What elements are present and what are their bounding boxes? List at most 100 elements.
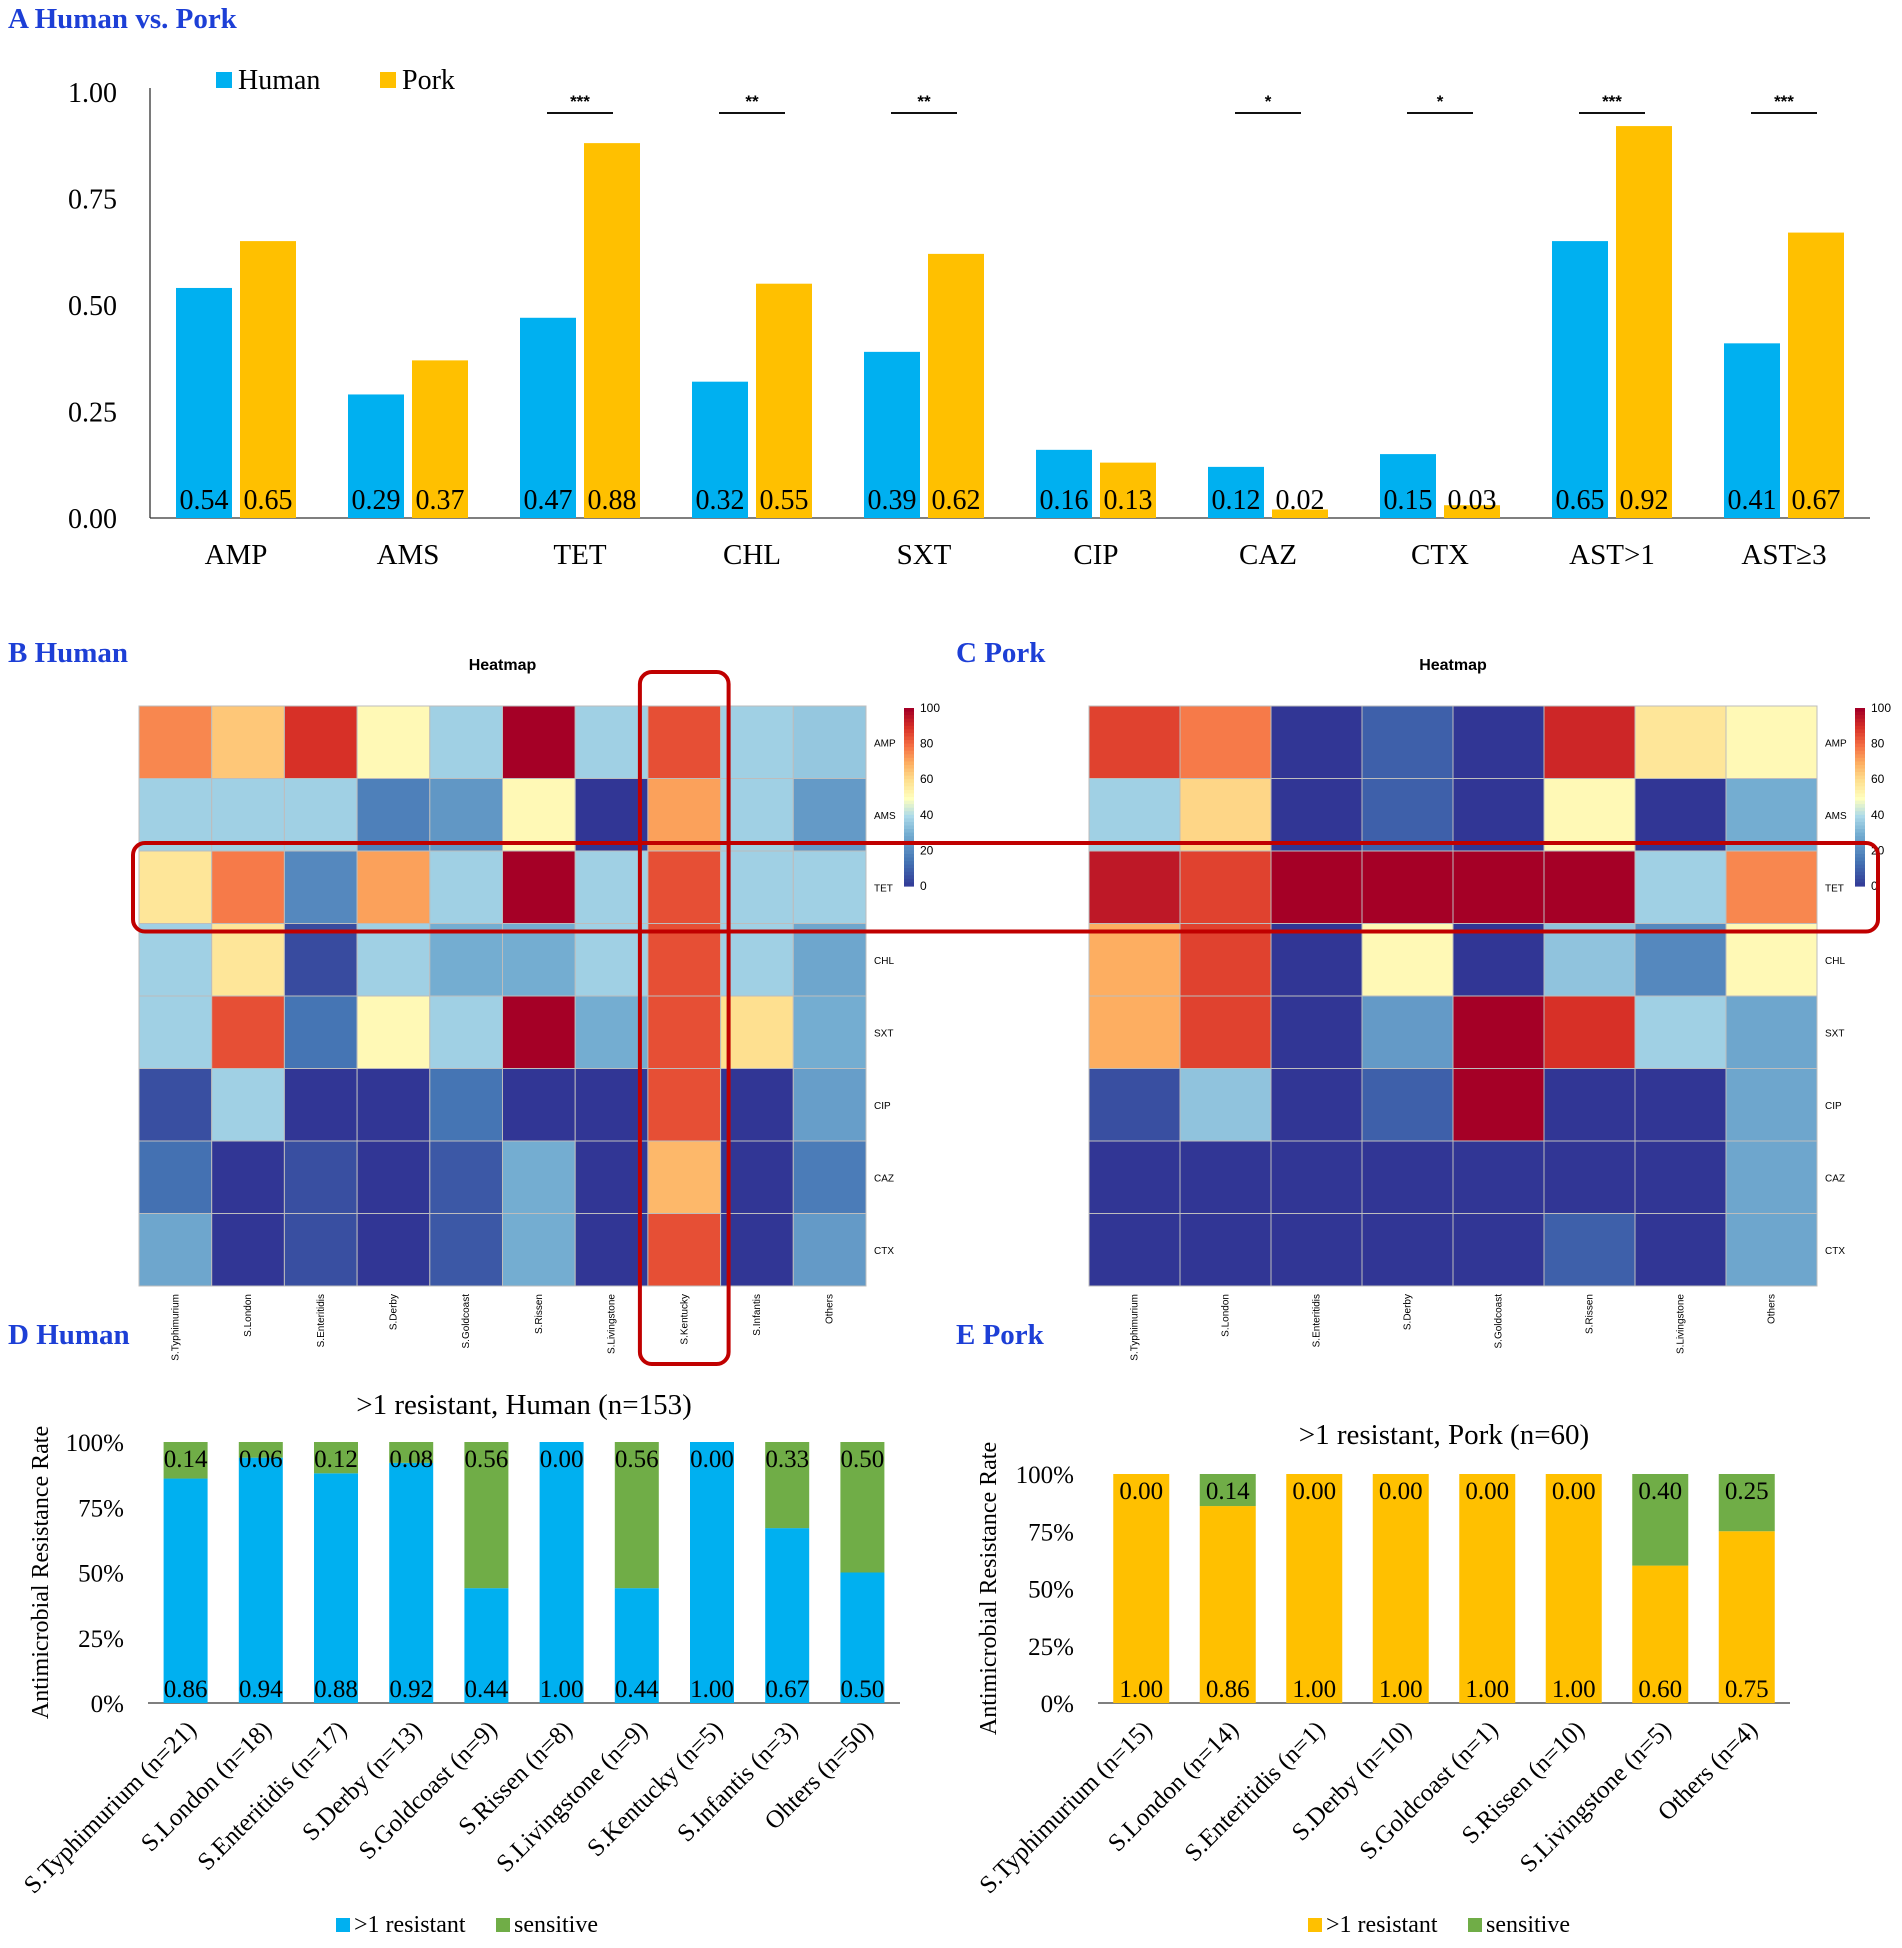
color-scale-segment [1855,864,1865,869]
heatmap-cell [1361,778,1454,852]
color-scale-segment [1855,857,1865,862]
heatmap-cell [1088,1068,1181,1142]
heatmap-title: Heatmap [469,657,537,674]
heatmap-cell [429,1213,503,1287]
color-scale-segment [1855,825,1865,830]
heatmap-cell [1543,995,1636,1069]
heatmap-cell [792,778,867,852]
heatmap-cell [356,850,431,924]
bar-resistant [1372,1474,1429,1703]
bar-value-label-human: 0.54 [180,485,229,516]
color-scale-segment [904,882,914,887]
bar-value-label-pork: 0.62 [932,485,981,516]
heatmap-cell [720,1140,794,1214]
bar-pork [584,143,640,518]
legend-swatch-resistant [336,1918,350,1932]
x-tick-label: CIP [1073,539,1118,571]
heatmap-cell [211,995,285,1069]
color-scale-label: 60 [1871,772,1885,786]
bar-value-label-pork: 0.37 [416,485,465,516]
heatmap-cell [1634,778,1727,852]
bar-sensitive [840,1442,885,1573]
bar-sensitive [1718,1474,1775,1532]
heatmap-cell [283,1140,358,1214]
heatmap-cell [1725,1140,1818,1214]
color-scale-segment [904,850,914,855]
bar-label-resistant: 1.00 [1552,1676,1596,1703]
color-scale-segment [1855,768,1865,773]
heatmap-cell [211,1213,285,1287]
heatmap-cell [502,1068,576,1142]
color-scale-segment [1855,853,1865,859]
bar-label-sensitive: 0.00 [540,1446,584,1473]
heatmap-cell [211,1068,285,1142]
bar-value-label-human: 0.15 [1384,485,1433,516]
bar-value-label-human: 0.41 [1728,485,1777,516]
bar-value-label-human: 0.12 [1212,485,1261,516]
bar-pork [1616,126,1672,518]
legend-label-pork: Pork [402,65,455,96]
bar-resistant [1718,1531,1775,1703]
color-scale-segment [904,821,914,827]
legend-label-sensitive: sensitive [1486,1912,1570,1938]
heatmap-row-label: SXT [1825,1028,1844,1039]
significance-marker: *** [1774,92,1794,111]
y-tick-label: 0.25 [68,398,117,429]
color-scale-segment [1855,711,1865,716]
color-scale-segment [1855,750,1865,755]
bar-label-resistant: 1.00 [1465,1676,1509,1703]
bar-resistant [840,1572,885,1703]
bar-label-sensitive: 0.33 [765,1446,809,1473]
bar-human [348,394,404,518]
color-scale-segment [904,861,914,866]
bar-resistant [539,1442,584,1703]
color-scale-segment [1855,725,1865,730]
heatmap-row-label: CAZ [874,1173,894,1184]
color-scale-segment [904,729,914,734]
y-tick-label: 75% [1028,1519,1074,1546]
heatmap-cell [1270,850,1363,924]
color-scale-segment [904,832,914,837]
heatmap-cell [211,923,285,997]
heatmap-cell [1179,1140,1272,1214]
color-scale-segment [1855,715,1865,720]
bar-label-sensitive: 0.06 [239,1446,283,1473]
color-scale-segment [1855,786,1865,791]
bar-value-label-pork: 0.88 [588,485,637,516]
heatmap-cell [792,995,867,1069]
color-scale-segment [904,829,914,834]
heatmap-cell [720,850,794,924]
heatmap-cell [1179,778,1272,852]
panel-b-title: B Human [8,637,128,669]
color-scale-label: 100 [920,701,940,715]
y-tick-label: 75% [78,1495,124,1522]
heatmap-cell [356,1068,431,1142]
color-scale-segment [904,768,914,773]
x-tick-label: CHL [723,539,781,571]
x-tick-label: CAZ [1239,539,1297,571]
color-scale-segment [1855,736,1865,741]
heatmap-column-label: S.Derby [388,1294,399,1330]
significance-marker: * [1265,92,1272,111]
heatmap-row-label: SXT [874,1028,893,1039]
heatmap-cell [720,1213,794,1287]
bar-sensitive [314,1442,358,1474]
color-scale-segment [1855,850,1865,855]
color-scale-segment [1855,718,1865,723]
x-tick-label: SXT [897,539,952,571]
heatmap-column-label: S.Livingstone [1676,1294,1687,1354]
color-scale-segment [1855,757,1865,762]
color-scale-segment [1855,875,1865,880]
y-tick-label: 0% [91,1691,124,1718]
heatmap-cell [1270,923,1363,997]
color-scale-segment [1855,761,1865,766]
heatmap-cell [1361,850,1454,924]
heatmap-cell [283,995,358,1069]
heatmap-row-label: AMS [874,811,896,822]
heatmap-cell [1452,850,1545,924]
color-scale-segment [904,836,914,841]
heatmap-cell [1361,995,1454,1069]
heatmap-cell [1725,705,1818,779]
heatmap-cell [1543,1068,1636,1142]
